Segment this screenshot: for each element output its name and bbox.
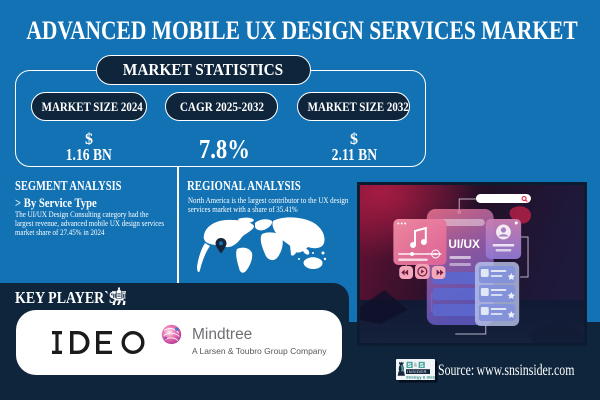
svg-text:Strategy & Stats: Strategy & Stats — [406, 375, 435, 380]
svg-text:UI/UX: UI/UX — [448, 237, 479, 251]
svg-text:S: S — [408, 363, 412, 369]
svg-text:S: S — [420, 363, 424, 369]
svg-text:&: & — [414, 363, 418, 369]
svg-text:INSIDER: INSIDER — [407, 369, 427, 374]
